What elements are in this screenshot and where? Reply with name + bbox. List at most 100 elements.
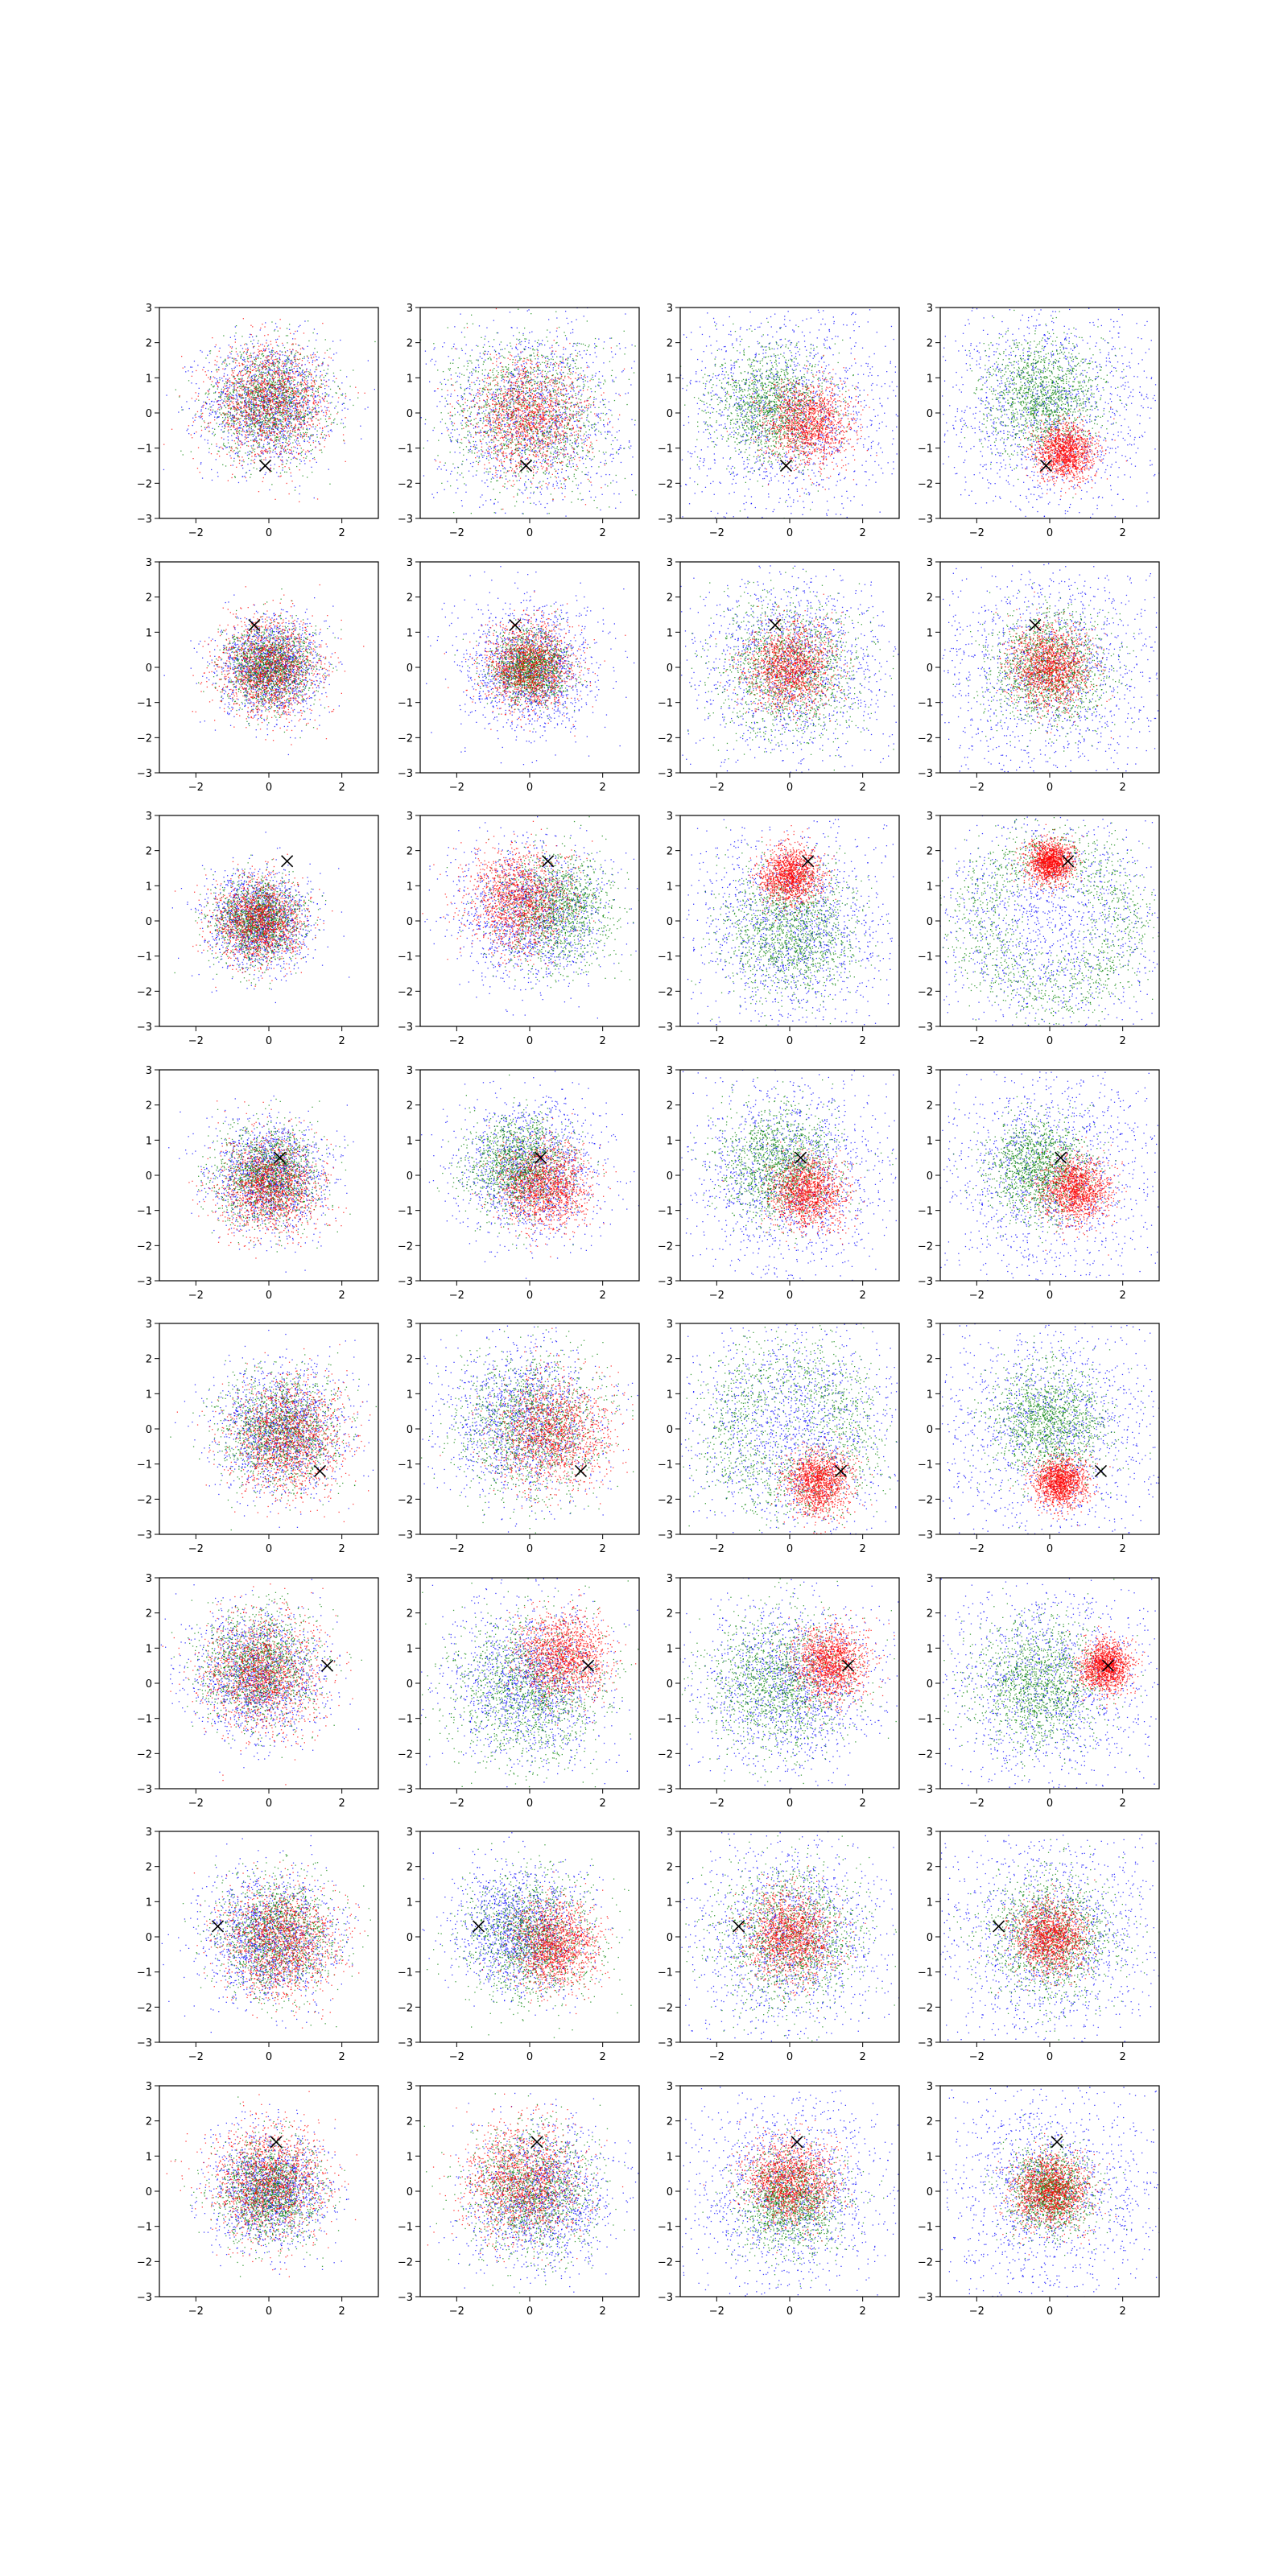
point [293, 392, 294, 393]
point [239, 433, 240, 434]
point [317, 414, 318, 415]
point [317, 498, 318, 499]
point [307, 407, 308, 408]
point [298, 409, 299, 410]
point [245, 407, 246, 408]
point [264, 417, 265, 418]
point [310, 373, 311, 374]
point [271, 429, 272, 430]
point [201, 426, 202, 427]
point [300, 368, 301, 369]
point [225, 365, 226, 366]
point [288, 408, 289, 409]
point [241, 424, 242, 425]
point [240, 396, 241, 397]
point [281, 401, 282, 402]
point [300, 414, 301, 415]
point [230, 337, 231, 338]
point [288, 372, 289, 373]
point [262, 344, 263, 345]
point [277, 388, 278, 389]
point [234, 415, 235, 416]
point [473, 399, 474, 400]
point [233, 388, 234, 389]
point [303, 396, 304, 397]
point [304, 320, 305, 321]
point [333, 419, 334, 420]
point [260, 431, 261, 432]
point [312, 435, 313, 436]
point [258, 382, 259, 383]
point [262, 402, 263, 403]
point [269, 390, 270, 391]
point [549, 456, 550, 457]
point [266, 401, 267, 402]
point [278, 447, 279, 448]
point [235, 394, 236, 395]
point [261, 390, 262, 391]
point [543, 356, 544, 357]
point [265, 390, 266, 391]
point [252, 525, 253, 526]
point [293, 403, 294, 404]
point [260, 418, 261, 419]
point [265, 379, 266, 380]
point [306, 404, 307, 405]
point [241, 358, 242, 359]
point [261, 424, 262, 425]
point [274, 395, 275, 396]
point [265, 350, 266, 351]
point [291, 390, 292, 391]
point [588, 434, 589, 435]
point [249, 375, 250, 376]
point [205, 371, 206, 372]
point [250, 403, 251, 404]
point [279, 443, 280, 444]
point [210, 422, 211, 423]
point [289, 355, 290, 356]
point [618, 493, 619, 494]
point [254, 386, 255, 387]
point [267, 452, 268, 453]
point [192, 371, 193, 372]
point [307, 356, 308, 357]
point [209, 413, 210, 414]
point [276, 361, 277, 362]
point [231, 477, 232, 478]
point [223, 421, 224, 422]
point [610, 410, 611, 411]
point [294, 390, 295, 391]
point [540, 492, 541, 493]
point [245, 374, 246, 375]
point [295, 458, 296, 459]
point [578, 443, 579, 444]
point [547, 392, 548, 393]
point [317, 425, 318, 426]
point [288, 400, 289, 401]
point [230, 450, 231, 451]
point [273, 445, 274, 446]
point [240, 447, 241, 448]
point [222, 431, 223, 432]
point [243, 426, 244, 427]
point [282, 392, 283, 393]
point [240, 440, 241, 441]
point [313, 440, 314, 441]
point [249, 470, 250, 471]
point [566, 470, 567, 471]
point [209, 448, 210, 449]
point [524, 366, 525, 367]
point [242, 359, 243, 360]
point [205, 408, 206, 409]
point [244, 416, 245, 417]
point [615, 508, 616, 509]
point [496, 423, 497, 424]
point [274, 361, 275, 362]
point [261, 405, 262, 406]
point [258, 423, 259, 424]
point [238, 482, 239, 483]
point [298, 359, 299, 360]
point [249, 384, 250, 385]
point [235, 443, 236, 444]
point [267, 400, 268, 401]
